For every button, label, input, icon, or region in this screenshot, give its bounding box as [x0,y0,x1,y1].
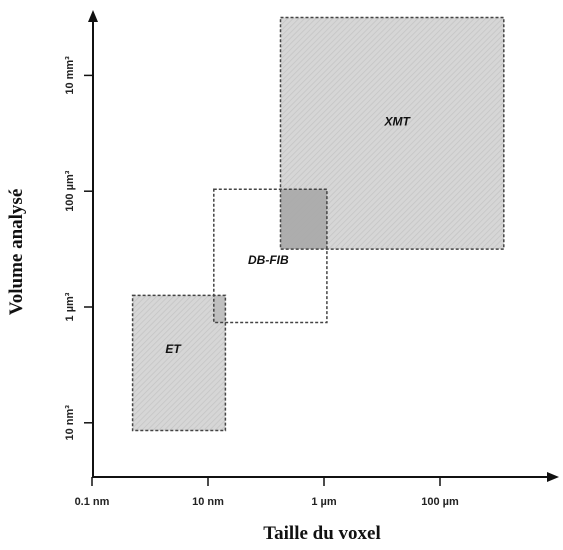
xmt-region-border [279,16,505,250]
overlap-area-2 [280,189,327,250]
y-tick-label-10-nm: 10 nm³ [64,405,76,441]
x-tick-label-0-1-nm: 0.1 nm [75,496,110,508]
y-axis-title: Volume analysé [6,189,27,316]
y-tick-label-1-m: 1 µm³ [64,292,76,321]
x-tick-label-100-m: 100 µm [421,496,459,508]
y-ticks-layer: 10 nm³ 1 µm³ 100 µm³ 10 mm³ [64,56,93,441]
y-tick-label-100-m: 100 µm³ [64,170,76,212]
y-axis-arrowhead [88,10,98,22]
x-tick-label-10-nm: 10 nm [192,496,224,508]
x-ticks-layer: 0.1 nm 10 nm 1 µm 100 µm [75,477,459,508]
et-region-border [131,294,227,432]
x-axis-arrowhead [547,472,559,482]
overlap-area-1 [213,295,226,323]
y-tick-label-10-mm: 10 mm³ [64,56,76,95]
x-axis-title: Taille du voxel [263,523,381,544]
region-labels-layer: ET DB-FIB XMT [165,114,411,356]
x-tick-label-1-m: 1 µm [311,496,337,508]
db-fib-region-label: DB-FIB [248,253,289,267]
db-fib-region-border [213,188,328,324]
overlaps-layer [213,189,327,323]
region-borders-layer [131,16,505,432]
et-region-label: ET [165,342,182,356]
et-region-fill [132,295,226,431]
xmt-region-label: XMT [383,114,411,128]
